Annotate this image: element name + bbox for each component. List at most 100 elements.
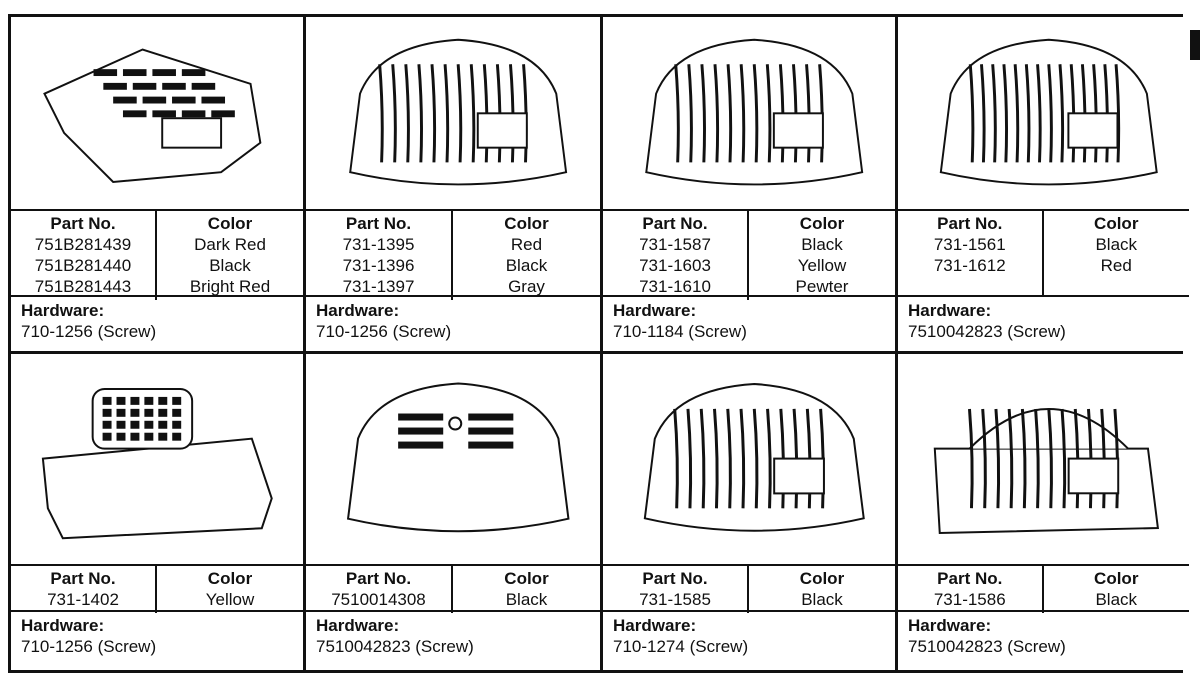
parts-catalog-grid: Part No. 751B281439 751B281440 751B281443 Co… <box>8 14 1189 673</box>
part-table: Part No. 751B281439 751B281440 751B281443 Co… <box>11 209 303 300</box>
part-no-header: Part No. <box>937 569 1003 588</box>
hardware-section: Hardware: 7510042823 (Screw) <box>898 612 1189 670</box>
part-no-header: Part No. <box>345 569 412 588</box>
part-no-header: Part No. <box>642 569 708 588</box>
part-color: Gray <box>508 277 545 296</box>
part-cell: Part No. 731-1585 Color Black Hardware: 710-1… <box>603 354 895 670</box>
part-image <box>306 354 600 564</box>
part-color: Dark Red <box>194 235 266 254</box>
color-header: Color <box>1094 214 1139 233</box>
part-color: Black <box>801 590 843 609</box>
part-number: 751B281440 <box>34 256 132 275</box>
hardware-section: Hardware: 7510042823 (Screw) <box>898 297 1189 351</box>
part-color: Pewter <box>795 277 849 296</box>
part-no-header: Part No. <box>937 214 1003 233</box>
color-header: Color <box>799 569 845 588</box>
color-column: Color Black Red <box>1044 211 1190 295</box>
color-column: Color Dark Red Black Bright Red <box>157 211 303 300</box>
part-table: Part No. 7510014308 Color Black <box>306 564 600 613</box>
part-table: Part No. 731-1585 Color Black <box>603 564 895 613</box>
hardware-label: Hardware: <box>908 616 992 635</box>
engine-cover-illustration <box>643 383 865 533</box>
part-number: 731-1610 <box>639 277 711 296</box>
hardware-label: Hardware: <box>613 301 697 320</box>
part-cell: Part No. 731-1402 Color Yellow Hardware: 710-… <box>11 354 303 670</box>
part-color: Bright Red <box>189 277 271 296</box>
part-table: Part No. 731-1402 Color Yellow <box>11 564 303 613</box>
part-number-column: Part No. 751B281439 751B281440 751B281443 <box>11 211 157 300</box>
color-header: Color <box>1094 569 1139 588</box>
part-cell: Part No. 731-1586 Color Black Hardware: 75100… <box>898 354 1189 670</box>
color-header: Color <box>207 214 253 233</box>
part-table: Part No. 731-1395 731-1396 731-1397 Color Red… <box>306 209 600 300</box>
part-cell: Part No. 7510014308 Color Black Hardware: 751… <box>306 354 600 670</box>
hardware-section: Hardware: 710-1256 (Screw) <box>11 297 303 351</box>
part-number: 731-1402 <box>47 590 119 609</box>
part-image <box>898 354 1189 564</box>
part-number: 751B281439 <box>34 235 132 254</box>
part-color: Black <box>801 235 843 254</box>
part-image <box>306 17 600 209</box>
part-number-column: Part No. 731-1587 731-1603 731-1610 <box>603 211 749 300</box>
part-image <box>11 17 303 209</box>
part-table: Part No. 731-1587 731-1603 731-1610 Color Bla… <box>603 209 895 300</box>
part-color: Yellow <box>797 256 847 275</box>
part-color: Black <box>1095 235 1138 254</box>
hardware-value: 710-1274 (Screw) <box>613 637 749 656</box>
hardware-label: Hardware: <box>316 301 400 320</box>
part-table: Part No. 731-1561 731-1612 Color Black Red <box>898 209 1189 297</box>
part-cell: Part No. 731-1587 731-1603 731-1610 Color Bla… <box>603 17 895 351</box>
part-no-header: Part No. <box>642 214 708 233</box>
hardware-section: Hardware: 710-1274 (Screw) <box>603 612 895 670</box>
part-color: Red <box>510 235 543 254</box>
part-no-header: Part No. <box>345 214 412 233</box>
engine-cover-illustration <box>42 48 262 183</box>
part-image <box>603 354 895 564</box>
part-number: 731-1395 <box>342 235 415 254</box>
part-number: 731-1585 <box>639 590 711 609</box>
color-header: Color <box>799 214 845 233</box>
part-number-column: Part No. 731-1561 731-1612 <box>898 211 1044 295</box>
part-image <box>898 17 1189 209</box>
color-header: Color <box>504 214 549 233</box>
color-column: Color Red Black Gray <box>453 211 600 300</box>
hardware-value: 7510042823 (Screw) <box>908 637 1066 656</box>
hardware-label: Hardware: <box>21 616 105 635</box>
hardware-label: Hardware: <box>908 301 992 320</box>
color-header: Color <box>504 569 549 588</box>
hardware-value: 7510042823 (Screw) <box>908 322 1066 341</box>
engine-cover-illustration <box>644 38 863 186</box>
hardware-value: 710-1256 (Screw) <box>21 637 157 656</box>
part-number: 731-1603 <box>639 256 711 275</box>
part-color: Yellow <box>205 590 255 609</box>
part-number-column: Part No. 731-1585 <box>603 566 749 613</box>
part-color: Black <box>1095 590 1138 609</box>
part-color: Black <box>505 590 548 609</box>
engine-cover-illustration <box>346 382 570 533</box>
hardware-value: 710-1256 (Screw) <box>316 322 452 341</box>
color-column: Color Black <box>453 566 600 613</box>
hardware-value: 7510042823 (Screw) <box>316 637 474 656</box>
part-number: 731-1561 <box>933 235 1006 254</box>
part-no-header: Part No. <box>50 214 116 233</box>
engine-cover-illustration <box>933 408 1159 535</box>
part-number: 7510014308 <box>331 590 426 609</box>
part-number: 731-1587 <box>639 235 711 254</box>
part-cell: Part No. 751B281439 751B281440 751B281443 Co… <box>11 17 303 351</box>
hardware-label: Hardware: <box>316 616 400 635</box>
engine-cover-illustration <box>939 38 1158 186</box>
color-header: Color <box>207 569 253 588</box>
part-number-column: Part No. 731-1395 731-1396 731-1397 <box>306 211 453 300</box>
color-column: Color Black <box>1044 566 1190 613</box>
hardware-section: Hardware: 7510042823 (Screw) <box>306 612 600 670</box>
part-color: Black <box>209 256 251 275</box>
part-image <box>11 354 303 564</box>
part-image <box>603 17 895 209</box>
part-table: Part No. 731-1586 Color Black <box>898 564 1190 613</box>
part-number-column: Part No. 731-1402 <box>11 566 157 613</box>
part-no-header: Part No. <box>50 569 116 588</box>
page-edge-mark <box>1190 30 1200 60</box>
part-number: 751B281443 <box>34 277 132 296</box>
hardware-section: Hardware: 710-1184 (Screw) <box>603 297 895 351</box>
color-column: Color Black <box>749 566 895 613</box>
